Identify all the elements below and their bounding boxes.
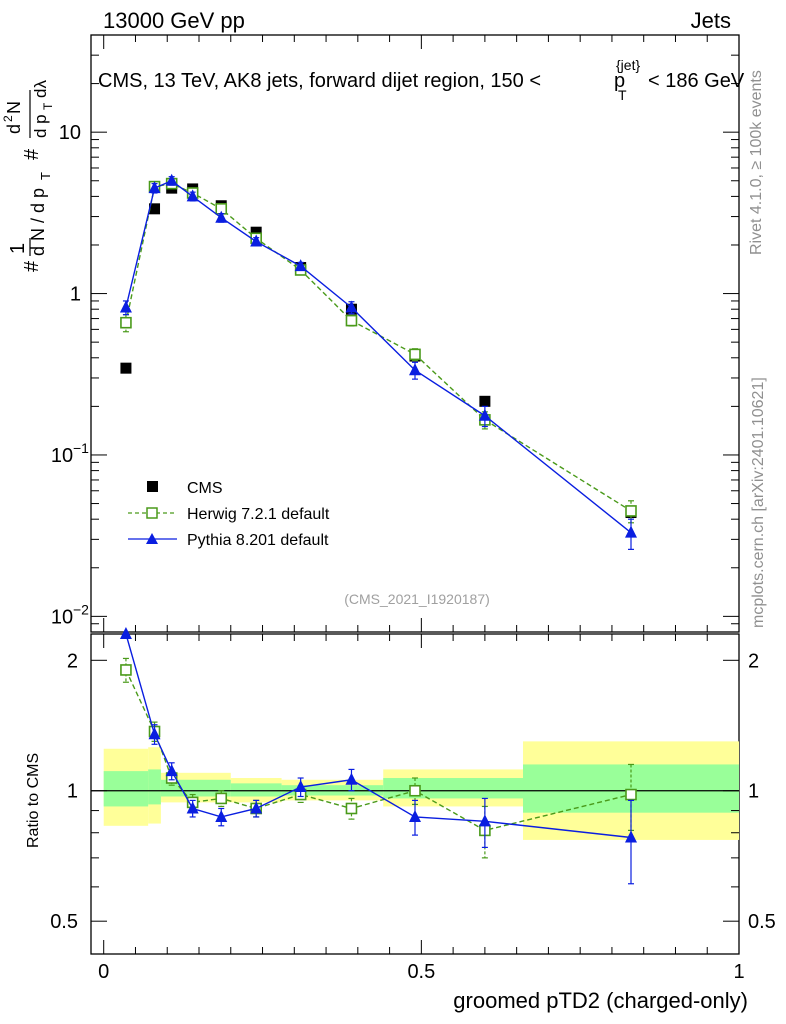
ratio-point-pythia <box>186 801 199 814</box>
series-line-1 <box>125 182 632 512</box>
ratio-point-pythia <box>625 830 637 843</box>
data-point-pythia <box>215 210 228 223</box>
band-stat-1 <box>148 769 161 805</box>
ratio-point-pythia <box>294 780 307 793</box>
y-tick-exponent: −2 <box>73 601 89 617</box>
main-series <box>119 173 637 550</box>
data-point-herwig <box>120 316 132 329</box>
svg-text:#: # <box>21 260 43 272</box>
legend: CMS Herwig 7.2.1 default Pythia 8.201 de… <box>128 480 330 549</box>
ratio-point-pythia <box>345 772 358 785</box>
x-axis-label: groomed pTD2 (charged-only) <box>453 988 748 1013</box>
svg-text:T: T <box>38 172 53 180</box>
y-tick-exponent: −1 <box>73 440 89 456</box>
data-point-cms <box>149 203 161 215</box>
ratio-point-herwig <box>409 784 421 797</box>
mcplots-label: mcplots.cern.ch [arXiv:2401.10621] <box>750 377 767 628</box>
analysis-watermark: (CMS_2021_I1920187) <box>344 591 490 607</box>
data-point-pythia <box>250 234 263 247</box>
svg-text:d: d <box>4 124 24 134</box>
header-jets: Jets <box>691 8 731 33</box>
ratio-point-pythia <box>119 627 132 639</box>
y-tick-label: 10 <box>59 122 81 144</box>
y-tick-label: 10 <box>51 606 73 628</box>
ratio-tick-label: 0.5 <box>50 911 78 933</box>
data-point-pythia <box>409 363 421 376</box>
x-tick-label: 0 <box>98 961 109 983</box>
ratio-point-pythia <box>148 727 161 740</box>
rivet-label: Rivet 4.1.0, ≥ 100k events <box>748 70 765 255</box>
data-point-cms <box>120 362 132 374</box>
legend-herwig-marker <box>146 507 158 519</box>
ratio-point-pythia <box>215 809 228 822</box>
legend-cms-marker <box>147 481 158 492</box>
data-point-cms <box>479 395 491 407</box>
data-point-pythia <box>148 181 161 194</box>
svg-text:N: N <box>4 101 24 114</box>
ratio-tick-label-right: 1 <box>748 781 759 803</box>
data-point-herwig <box>625 505 637 517</box>
ratio-point-pythia <box>250 801 263 814</box>
data-point-herwig <box>345 314 358 327</box>
band-stat-3 <box>230 783 282 797</box>
ratio-series <box>119 627 637 885</box>
legend-pythia-marker <box>146 533 158 544</box>
data-point-pythia <box>165 173 178 186</box>
ratio-point-pythia <box>165 764 178 777</box>
band-stat-0 <box>103 771 149 807</box>
x-tick-label: 1 <box>733 961 744 983</box>
y-tick-label: 1 <box>70 284 81 306</box>
data-point-pythia <box>625 525 637 538</box>
x-tick-label: 0.5 <box>407 961 435 983</box>
ratio-tick-label: 2 <box>67 650 78 672</box>
ratio-point-herwig <box>345 802 358 815</box>
data-point-pythia <box>294 259 307 272</box>
data-point-pythia <box>478 408 491 421</box>
ratio-point-pythia <box>478 814 491 827</box>
chart-title: CMS, 13 TeV, AK8 jets, forward dijet reg… <box>98 70 541 92</box>
legend-herwig-label: Herwig 7.2.1 default <box>187 506 330 523</box>
main-plot-frame <box>90 34 740 633</box>
header-energy: 13000 GeV pp <box>103 8 245 33</box>
svg-text:d N / d p: d N / d p <box>28 188 48 256</box>
ratio-line-0 <box>125 669 632 832</box>
chart-title-end: < 186 GeV <box>648 70 745 92</box>
chart-title-pt: p <box>614 70 625 92</box>
y-axis-label: # 1 d N / d p T # d 2 N d p T dλ <box>1 80 55 272</box>
band-stat-5 <box>383 778 523 799</box>
ratio-point-pythia <box>409 809 421 822</box>
svg-text:dλ: dλ <box>31 80 50 98</box>
ratio-point-herwig <box>625 788 637 801</box>
ratio-point-herwig <box>120 664 132 676</box>
svg-text:1: 1 <box>7 243 29 254</box>
data-point-pythia <box>186 189 199 202</box>
legend-pythia-label: Pythia 8.201 default <box>187 532 329 549</box>
data-point-herwig <box>409 348 421 361</box>
svg-text:2: 2 <box>1 115 15 122</box>
chart-title-pt-sub: T <box>618 87 627 103</box>
y-tick-label: 10 <box>51 445 73 467</box>
svg-text:d p: d p <box>31 114 50 138</box>
ratio-tick-label-right: 0.5 <box>748 911 776 933</box>
chart-title-pt-sup: {jet} <box>616 57 640 73</box>
ratio-point-herwig <box>215 792 228 805</box>
legend-cms-label: CMS <box>187 480 223 497</box>
data-point-pythia <box>119 300 132 313</box>
svg-text:T: T <box>41 102 55 110</box>
data-point-cms <box>250 226 262 238</box>
ratio-tick-label-right: 2 <box>748 650 759 672</box>
ratio-tick-label: 1 <box>67 781 78 803</box>
svg-text:#: # <box>21 148 43 160</box>
data-point-pythia <box>345 300 358 313</box>
ratio-y-label: Ratio to CMS <box>25 753 42 848</box>
